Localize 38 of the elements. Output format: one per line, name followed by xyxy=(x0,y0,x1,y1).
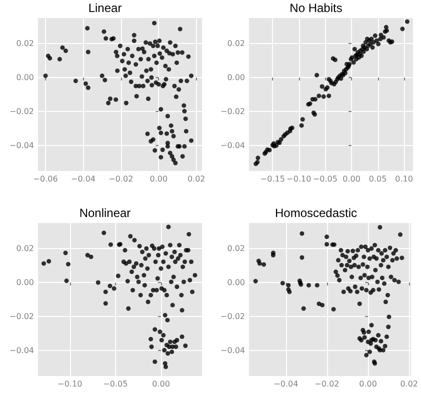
y-tick-label: −0.04 xyxy=(220,141,245,150)
x-tick-label: 0.00 xyxy=(342,174,360,184)
y-tick-label: 0.02 xyxy=(16,39,34,48)
y-tick-label: −0.04 xyxy=(220,346,245,355)
chart-title: No Habits xyxy=(290,1,342,15)
x-tick-label: 0.02 xyxy=(400,380,418,388)
x-tick-label: −0.02 xyxy=(108,174,134,184)
chart-title: Nonlinear xyxy=(79,206,131,220)
y-tick-label: 0.02 xyxy=(227,39,245,48)
y-tick-label: −0.02 xyxy=(9,312,34,321)
y-tick-label: 0.00 xyxy=(227,73,245,82)
x-tick-label: −0.04 xyxy=(70,174,96,184)
chart-title: Homoscedastic xyxy=(274,206,358,220)
y-tick-label: −0.04 xyxy=(9,346,34,355)
y-tick-label: −0.04 xyxy=(9,141,34,150)
x-tick-label: 0.00 xyxy=(152,380,170,388)
x-tick-label: 0.10 xyxy=(395,174,413,184)
y-tick-label: 0.00 xyxy=(16,278,34,287)
x-tick-label: −0.10 xyxy=(58,380,82,388)
x-tick-label: −0.15 xyxy=(260,174,285,184)
y-tick-label: −0.02 xyxy=(220,107,245,116)
x-tick-label: 0.05 xyxy=(368,174,387,184)
x-tick-label: −0.05 xyxy=(103,380,128,388)
x-tick-label: 0.00 xyxy=(150,174,168,184)
y-tick-label: −0.02 xyxy=(9,107,34,116)
y-tick-label: 0.00 xyxy=(227,278,245,287)
x-tick-label: 0.00 xyxy=(359,380,377,388)
x-tick-label: −0.10 xyxy=(286,174,312,184)
chart-title: Linear xyxy=(88,1,122,15)
x-tick-label: −0.02 xyxy=(314,380,340,388)
y-tick-label: −0.02 xyxy=(220,312,245,321)
x-tick-label: −0.05 xyxy=(312,174,338,184)
y-tick-label: 0.02 xyxy=(16,244,34,253)
x-tick-label: −0.04 xyxy=(274,380,298,388)
x-tick-label: −0.06 xyxy=(33,174,58,184)
y-tick-label: 0.00 xyxy=(16,73,34,82)
y-tick-label: 0.02 xyxy=(227,244,245,253)
x-tick-label: 0.02 xyxy=(187,174,206,184)
